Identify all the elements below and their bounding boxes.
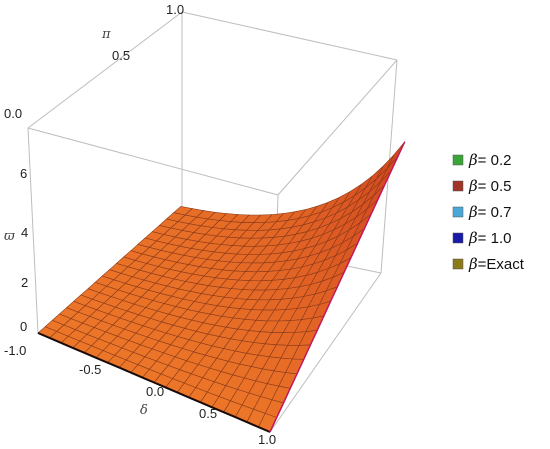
legend-swatch — [452, 180, 464, 192]
legend-entry: β= 0.2 — [468, 151, 511, 169]
legend-symbol: β — [468, 255, 478, 273]
surface-mesh — [37, 141, 406, 433]
legend-entry: β= 1.0 — [468, 229, 511, 247]
x-tick-4: 0.5 — [199, 406, 217, 421]
x-tick-2: -0.5 — [79, 362, 101, 377]
x-tick-1: -1.0 — [4, 343, 26, 358]
legend-symbol: β — [468, 151, 478, 169]
z-tick-6: 6 — [20, 166, 27, 181]
legend-label: =Exact — [478, 256, 525, 273]
legend-swatch — [452, 206, 464, 218]
x-axis-label: δ — [140, 403, 148, 418]
legend-symbol: β — [468, 177, 478, 195]
legend-swatch — [452, 154, 464, 166]
z-axis-label: ϖ — [4, 229, 15, 244]
legend-label: = 0.5 — [478, 178, 512, 195]
x-tick-5: 1.0 — [258, 432, 276, 447]
y-tick-3: 0.0 — [4, 106, 22, 121]
legend-entry: β= 0.7 — [468, 203, 511, 221]
z-tick-4: 4 — [21, 225, 28, 240]
surface-front-edge — [37, 332, 271, 433]
y-tick-2: 0.5 — [112, 48, 130, 63]
y-tick-1: 1.0 — [166, 2, 184, 17]
legend-label: = 0.2 — [478, 152, 512, 169]
surface-right-edge — [269, 141, 406, 433]
legend-swatch — [452, 258, 464, 270]
legend-label: = 0.7 — [478, 204, 512, 221]
legend-swatch — [452, 232, 464, 244]
legend-label: = 1.0 — [478, 230, 512, 247]
y-axis-label: π — [101, 27, 111, 42]
z-tick-2: 2 — [21, 275, 28, 290]
axis-ticks: 1.0 0.5 0.0 6 4 2 0 -1.0 -0.5 0.0 0.5 1.… — [4, 2, 276, 447]
legend: β= 0.2β= 0.5β= 0.7β= 1.0β=Exact — [452, 151, 525, 273]
legend-entry: β= 0.5 — [468, 177, 511, 195]
z-tick-0: 0 — [20, 319, 27, 334]
legend-entry: β=Exact — [468, 255, 525, 273]
legend-symbol: β — [468, 229, 478, 247]
x-tick-3: 0.0 — [146, 384, 164, 399]
legend-symbol: β — [468, 203, 478, 221]
